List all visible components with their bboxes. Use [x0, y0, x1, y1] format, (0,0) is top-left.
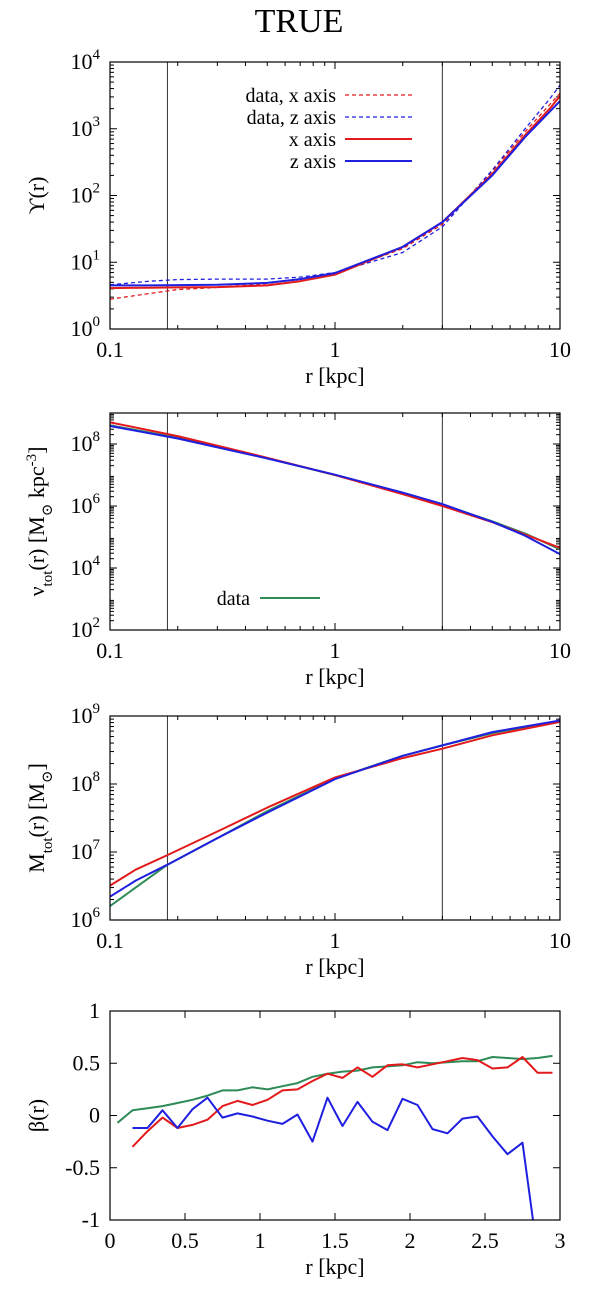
x-tick-label: 1	[255, 1228, 266, 1253]
x-tick-label: 2	[405, 1228, 416, 1253]
x-axis-label: r [kpc]	[305, 664, 364, 689]
x-tick-label: 10	[549, 928, 571, 953]
y-tick-label: -0.5	[65, 1155, 100, 1180]
x-tick-label: 1	[330, 928, 341, 953]
y-axis-label: Mtot(r) [M⊙]	[24, 763, 56, 873]
y-tick-label: 1	[89, 998, 100, 1023]
series-line-blue	[110, 425, 560, 555]
x-axis-label: r [kpc]	[305, 1254, 364, 1279]
series-line-data	[110, 424, 560, 551]
y-tick-label: -1	[82, 1207, 100, 1232]
x-axis-label: r [kpc]	[305, 954, 364, 979]
y-tick-label: 108	[71, 769, 101, 796]
series-line-green	[110, 719, 560, 907]
series-line-z-axis	[110, 100, 560, 287]
y-tick-label: 106	[71, 905, 101, 932]
y-tick-label: 104	[71, 553, 101, 580]
y-tick-label: 0.5	[73, 1050, 101, 1075]
plot-frame	[109, 1010, 561, 1221]
legend-label: data, x axis	[245, 85, 336, 107]
legend-label: data	[217, 588, 250, 610]
x-tick-label: 2.5	[471, 1228, 499, 1253]
series-line-red	[110, 421, 560, 549]
x-tick-label: 0.1	[96, 638, 124, 663]
x-tick-label: 10	[549, 638, 571, 663]
figure-title: TRUE	[254, 3, 344, 40]
x-tick-label: 1	[330, 638, 341, 663]
x-tick-label: 3	[555, 1228, 566, 1253]
series-line-red	[131, 1056, 553, 1148]
y-tick-label: 107	[71, 837, 101, 864]
y-axis-label: β(r)	[24, 1099, 49, 1132]
series-line-x-axis	[110, 95, 560, 290]
chart-4: 0 0.5 1 1.5 2 2.5 3 -1 -0.5 0 0.5 1 r [kpc] β(r)	[24, 998, 566, 1279]
y-tick-label: 108	[71, 429, 101, 456]
series-line-red	[110, 720, 560, 887]
y-tick-label: 0	[89, 1103, 100, 1128]
y-axis-label: νtot(r) [M⊙ kpc-3]	[24, 447, 56, 597]
plot-frame	[109, 61, 561, 330]
y-tick-label: 100	[71, 314, 101, 341]
x-tick-label: 0.1	[96, 337, 124, 362]
y-tick-label: 103	[71, 114, 101, 141]
plot-frame	[109, 412, 561, 631]
y-tick-label: 104	[71, 47, 101, 74]
y-axis-label: ϒ(r)	[24, 177, 49, 215]
legend-label: data, z axis	[247, 107, 337, 129]
x-tick-label: 1	[330, 337, 341, 362]
x-tick-label: 0.1	[96, 928, 124, 953]
chart-1: 0.1 1 10 100 101 102 103 104 r [kpc] ϒ(r) data, x …	[24, 47, 571, 388]
series-line-blue	[132, 1096, 534, 1220]
x-axis-label: r [kpc]	[305, 363, 364, 388]
x-tick-label: 10	[549, 337, 571, 362]
y-tick-label: 101	[71, 247, 101, 274]
legend-label: z axis	[290, 151, 336, 173]
y-tick-label: 106	[71, 491, 101, 518]
series-line-blue	[110, 719, 560, 898]
legend-label: x axis	[289, 129, 336, 151]
y-tick-label: 102	[71, 615, 101, 642]
x-tick-label: 1.5	[321, 1228, 349, 1253]
plot-frame	[109, 715, 561, 921]
x-tick-label: 0	[105, 1228, 116, 1253]
y-tick-label: 109	[71, 701, 101, 728]
chart-2: 0.1 1 10 102 104 106 108 r [kpc] νtot(r) [M⊙ kpc…	[24, 412, 571, 689]
chart-3: 0.1 1 10 106 107 108 109 r [kpc] Mtot(r) [M⊙]	[24, 701, 571, 979]
y-tick-label: 102	[71, 181, 101, 208]
x-tick-label: 0.5	[171, 1228, 199, 1253]
